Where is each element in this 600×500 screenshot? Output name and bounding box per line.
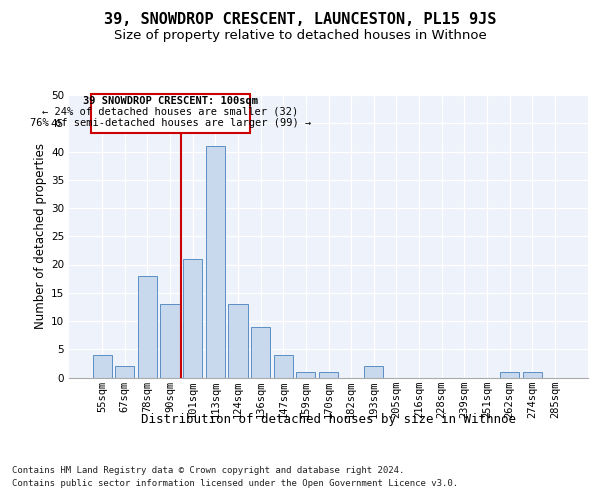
Bar: [274, 355, 293, 378]
Text: 39, SNOWDROP CRESCENT, LAUNCESTON, PL15 9JS: 39, SNOWDROP CRESCENT, LAUNCESTON, PL15 …: [104, 12, 496, 28]
FancyBboxPatch shape: [91, 94, 250, 134]
Bar: [138, 276, 157, 378]
Text: Size of property relative to detached houses in Withnoe: Size of property relative to detached ho…: [113, 29, 487, 42]
Bar: [160, 304, 180, 378]
Text: Contains HM Land Registry data © Crown copyright and database right 2024.: Contains HM Land Registry data © Crown c…: [12, 466, 404, 475]
Bar: [251, 326, 270, 378]
Text: 39 SNOWDROP CRESCENT: 100sqm: 39 SNOWDROP CRESCENT: 100sqm: [83, 96, 258, 106]
Bar: [115, 366, 134, 378]
Bar: [229, 304, 248, 378]
Bar: [523, 372, 542, 378]
Bar: [206, 146, 225, 378]
Y-axis label: Number of detached properties: Number of detached properties: [34, 143, 47, 329]
Bar: [92, 355, 112, 378]
Text: Contains public sector information licensed under the Open Government Licence v3: Contains public sector information licen…: [12, 479, 458, 488]
Bar: [319, 372, 338, 378]
Bar: [500, 372, 519, 378]
Text: Distribution of detached houses by size in Withnoe: Distribution of detached houses by size …: [142, 412, 516, 426]
Text: 76% of semi-detached houses are larger (99) →: 76% of semi-detached houses are larger (…: [30, 118, 311, 128]
Bar: [364, 366, 383, 378]
Text: ← 24% of detached houses are smaller (32): ← 24% of detached houses are smaller (32…: [43, 107, 299, 117]
Bar: [183, 259, 202, 378]
Bar: [296, 372, 316, 378]
